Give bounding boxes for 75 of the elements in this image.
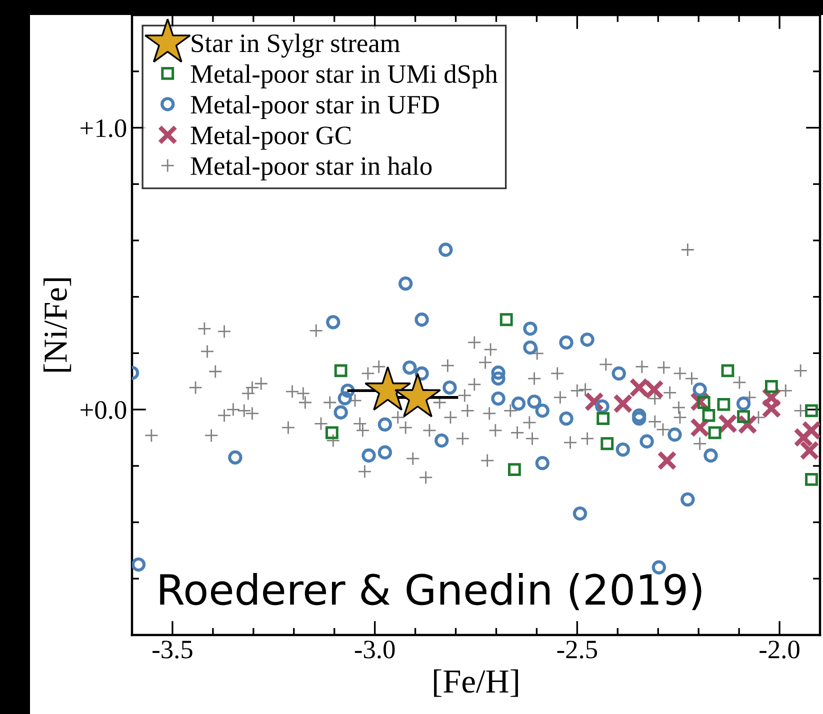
x-tick-label: -3.0 (354, 640, 395, 659)
point (378, 445, 392, 460)
point (491, 371, 506, 386)
point (535, 404, 550, 418)
legend-label: Star in Sylgr stream (192, 34, 400, 58)
point (228, 450, 242, 465)
point (584, 392, 604, 412)
point (702, 409, 716, 422)
point (527, 394, 542, 409)
point (434, 433, 449, 448)
point (692, 382, 707, 397)
point (511, 396, 526, 411)
y-tick-label: +0.0 (80, 401, 126, 420)
point (697, 396, 710, 409)
point (800, 440, 820, 460)
point (491, 366, 506, 380)
x-tick-label: -2.0 (760, 640, 800, 659)
point (657, 450, 677, 470)
point (378, 417, 392, 432)
legend-label: Metal-poor star in UFD (190, 95, 439, 120)
point (559, 411, 574, 426)
point (680, 492, 695, 507)
point (600, 437, 614, 450)
point (362, 448, 376, 463)
point (596, 412, 610, 426)
point (438, 242, 453, 257)
point (595, 399, 610, 414)
point (402, 360, 417, 375)
point (523, 340, 538, 355)
point (613, 394, 633, 414)
x-axis-title: [Fe/H] (434, 669, 518, 697)
point (535, 456, 550, 470)
y-tick-label: +1.0 (80, 119, 126, 138)
point (737, 410, 750, 424)
point (442, 380, 457, 395)
point (414, 312, 429, 327)
point (508, 463, 521, 476)
point (805, 404, 818, 418)
point (764, 380, 778, 393)
point (668, 428, 682, 442)
point (334, 405, 348, 420)
point (572, 506, 588, 521)
point (794, 428, 814, 448)
annotation: Roederer & Gnedin (2019) (160, 572, 702, 610)
legend-label: Metal-poor star in UMi dSph (190, 64, 498, 88)
point (762, 398, 782, 418)
point (334, 364, 348, 378)
point (559, 335, 574, 350)
point (523, 322, 538, 336)
legend-label: Metal-poor star in halo (190, 156, 432, 180)
x-tick-label: -2.5 (557, 640, 598, 659)
point (500, 313, 513, 326)
point (325, 426, 338, 440)
point (340, 384, 355, 398)
point (398, 276, 413, 291)
point (132, 557, 146, 572)
point (802, 420, 820, 440)
point (632, 408, 646, 423)
point (704, 448, 718, 463)
x-tick-label: -3.5 (152, 640, 192, 659)
point (616, 442, 630, 457)
point (326, 315, 340, 330)
point (736, 396, 751, 411)
point (491, 391, 506, 406)
point (721, 364, 734, 378)
y-axis-title: [Ni/Fe] (43, 278, 72, 372)
point (640, 434, 654, 448)
legend-label: Metal-poor GC (190, 126, 351, 150)
point (632, 411, 646, 426)
point (580, 332, 594, 347)
point (338, 391, 352, 406)
point (708, 426, 722, 440)
point (612, 366, 626, 381)
point (717, 398, 730, 411)
point (805, 472, 818, 486)
